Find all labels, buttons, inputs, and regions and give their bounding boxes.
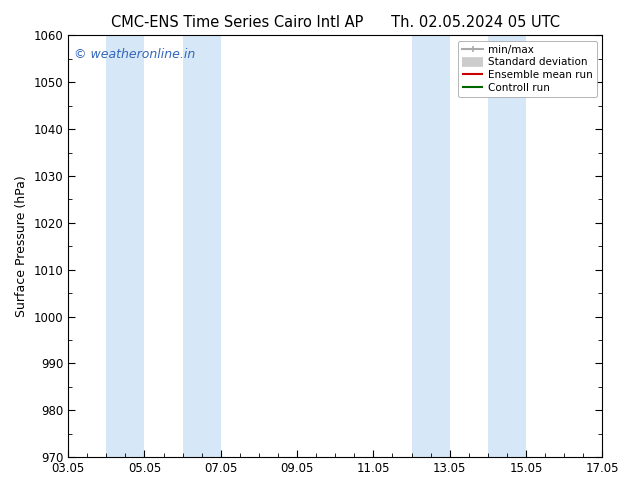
Title: CMC-ENS Time Series Cairo Intl AP      Th. 02.05.2024 05 UTC: CMC-ENS Time Series Cairo Intl AP Th. 02… (111, 15, 560, 30)
Legend: min/max, Standard deviation, Ensemble mean run, Controll run: min/max, Standard deviation, Ensemble me… (458, 41, 597, 97)
Bar (488, 35, 526, 457)
Text: © weatheronline.in: © weatheronline.in (74, 48, 195, 61)
Bar (107, 35, 145, 457)
Bar (183, 35, 221, 457)
Bar (411, 35, 450, 457)
Y-axis label: Surface Pressure (hPa): Surface Pressure (hPa) (15, 175, 28, 317)
